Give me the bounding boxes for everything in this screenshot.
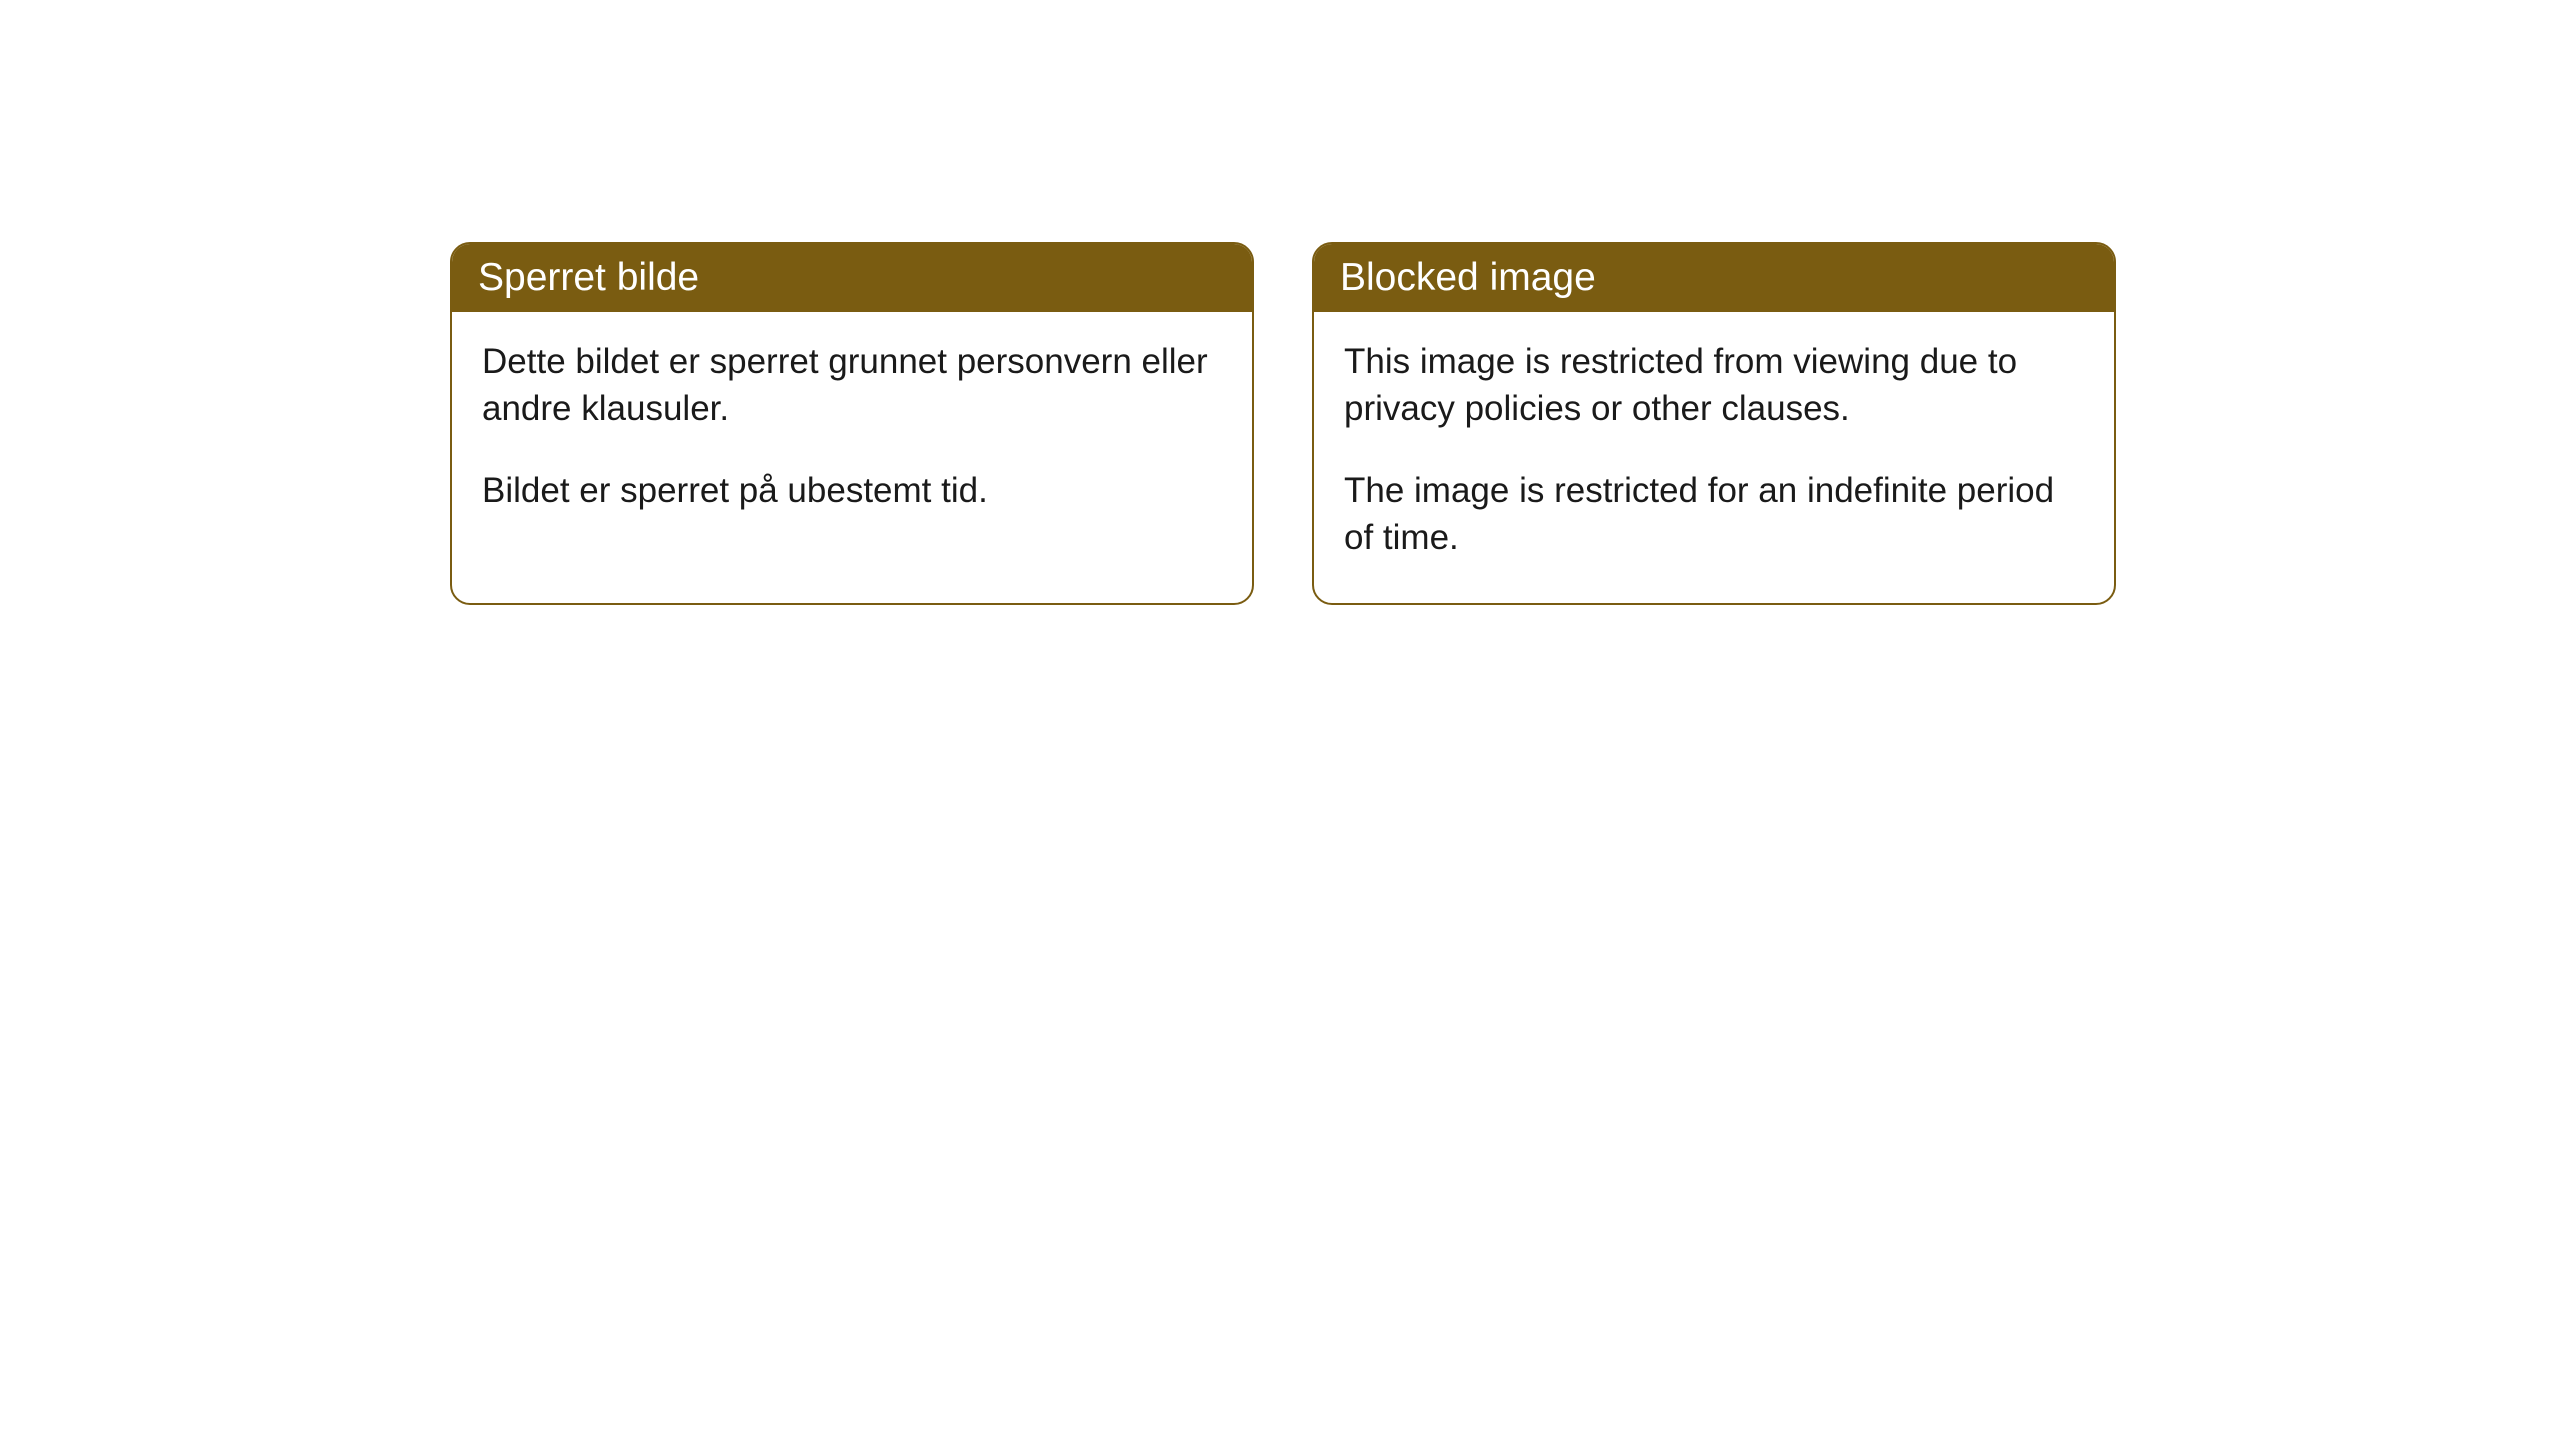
card-body: Dette bildet er sperret grunnet personve… <box>452 312 1252 556</box>
card-body: This image is restricted from viewing du… <box>1314 312 2114 603</box>
card-title: Sperret bilde <box>478 256 699 299</box>
blocked-image-card-english: Blocked image This image is restricted f… <box>1312 242 2116 605</box>
card-paragraph: Dette bildet er sperret grunnet personve… <box>482 338 1222 433</box>
card-title: Blocked image <box>1340 256 1596 299</box>
card-header: Blocked image <box>1314 244 2114 312</box>
blocked-image-card-norwegian: Sperret bilde Dette bildet er sperret gr… <box>450 242 1254 605</box>
card-paragraph: The image is restricted for an indefinit… <box>1344 467 2084 562</box>
card-paragraph: Bildet er sperret på ubestemt tid. <box>482 467 1222 514</box>
card-paragraph: This image is restricted from viewing du… <box>1344 338 2084 433</box>
card-header: Sperret bilde <box>452 244 1252 312</box>
notice-cards-container: Sperret bilde Dette bildet er sperret gr… <box>0 0 2560 605</box>
